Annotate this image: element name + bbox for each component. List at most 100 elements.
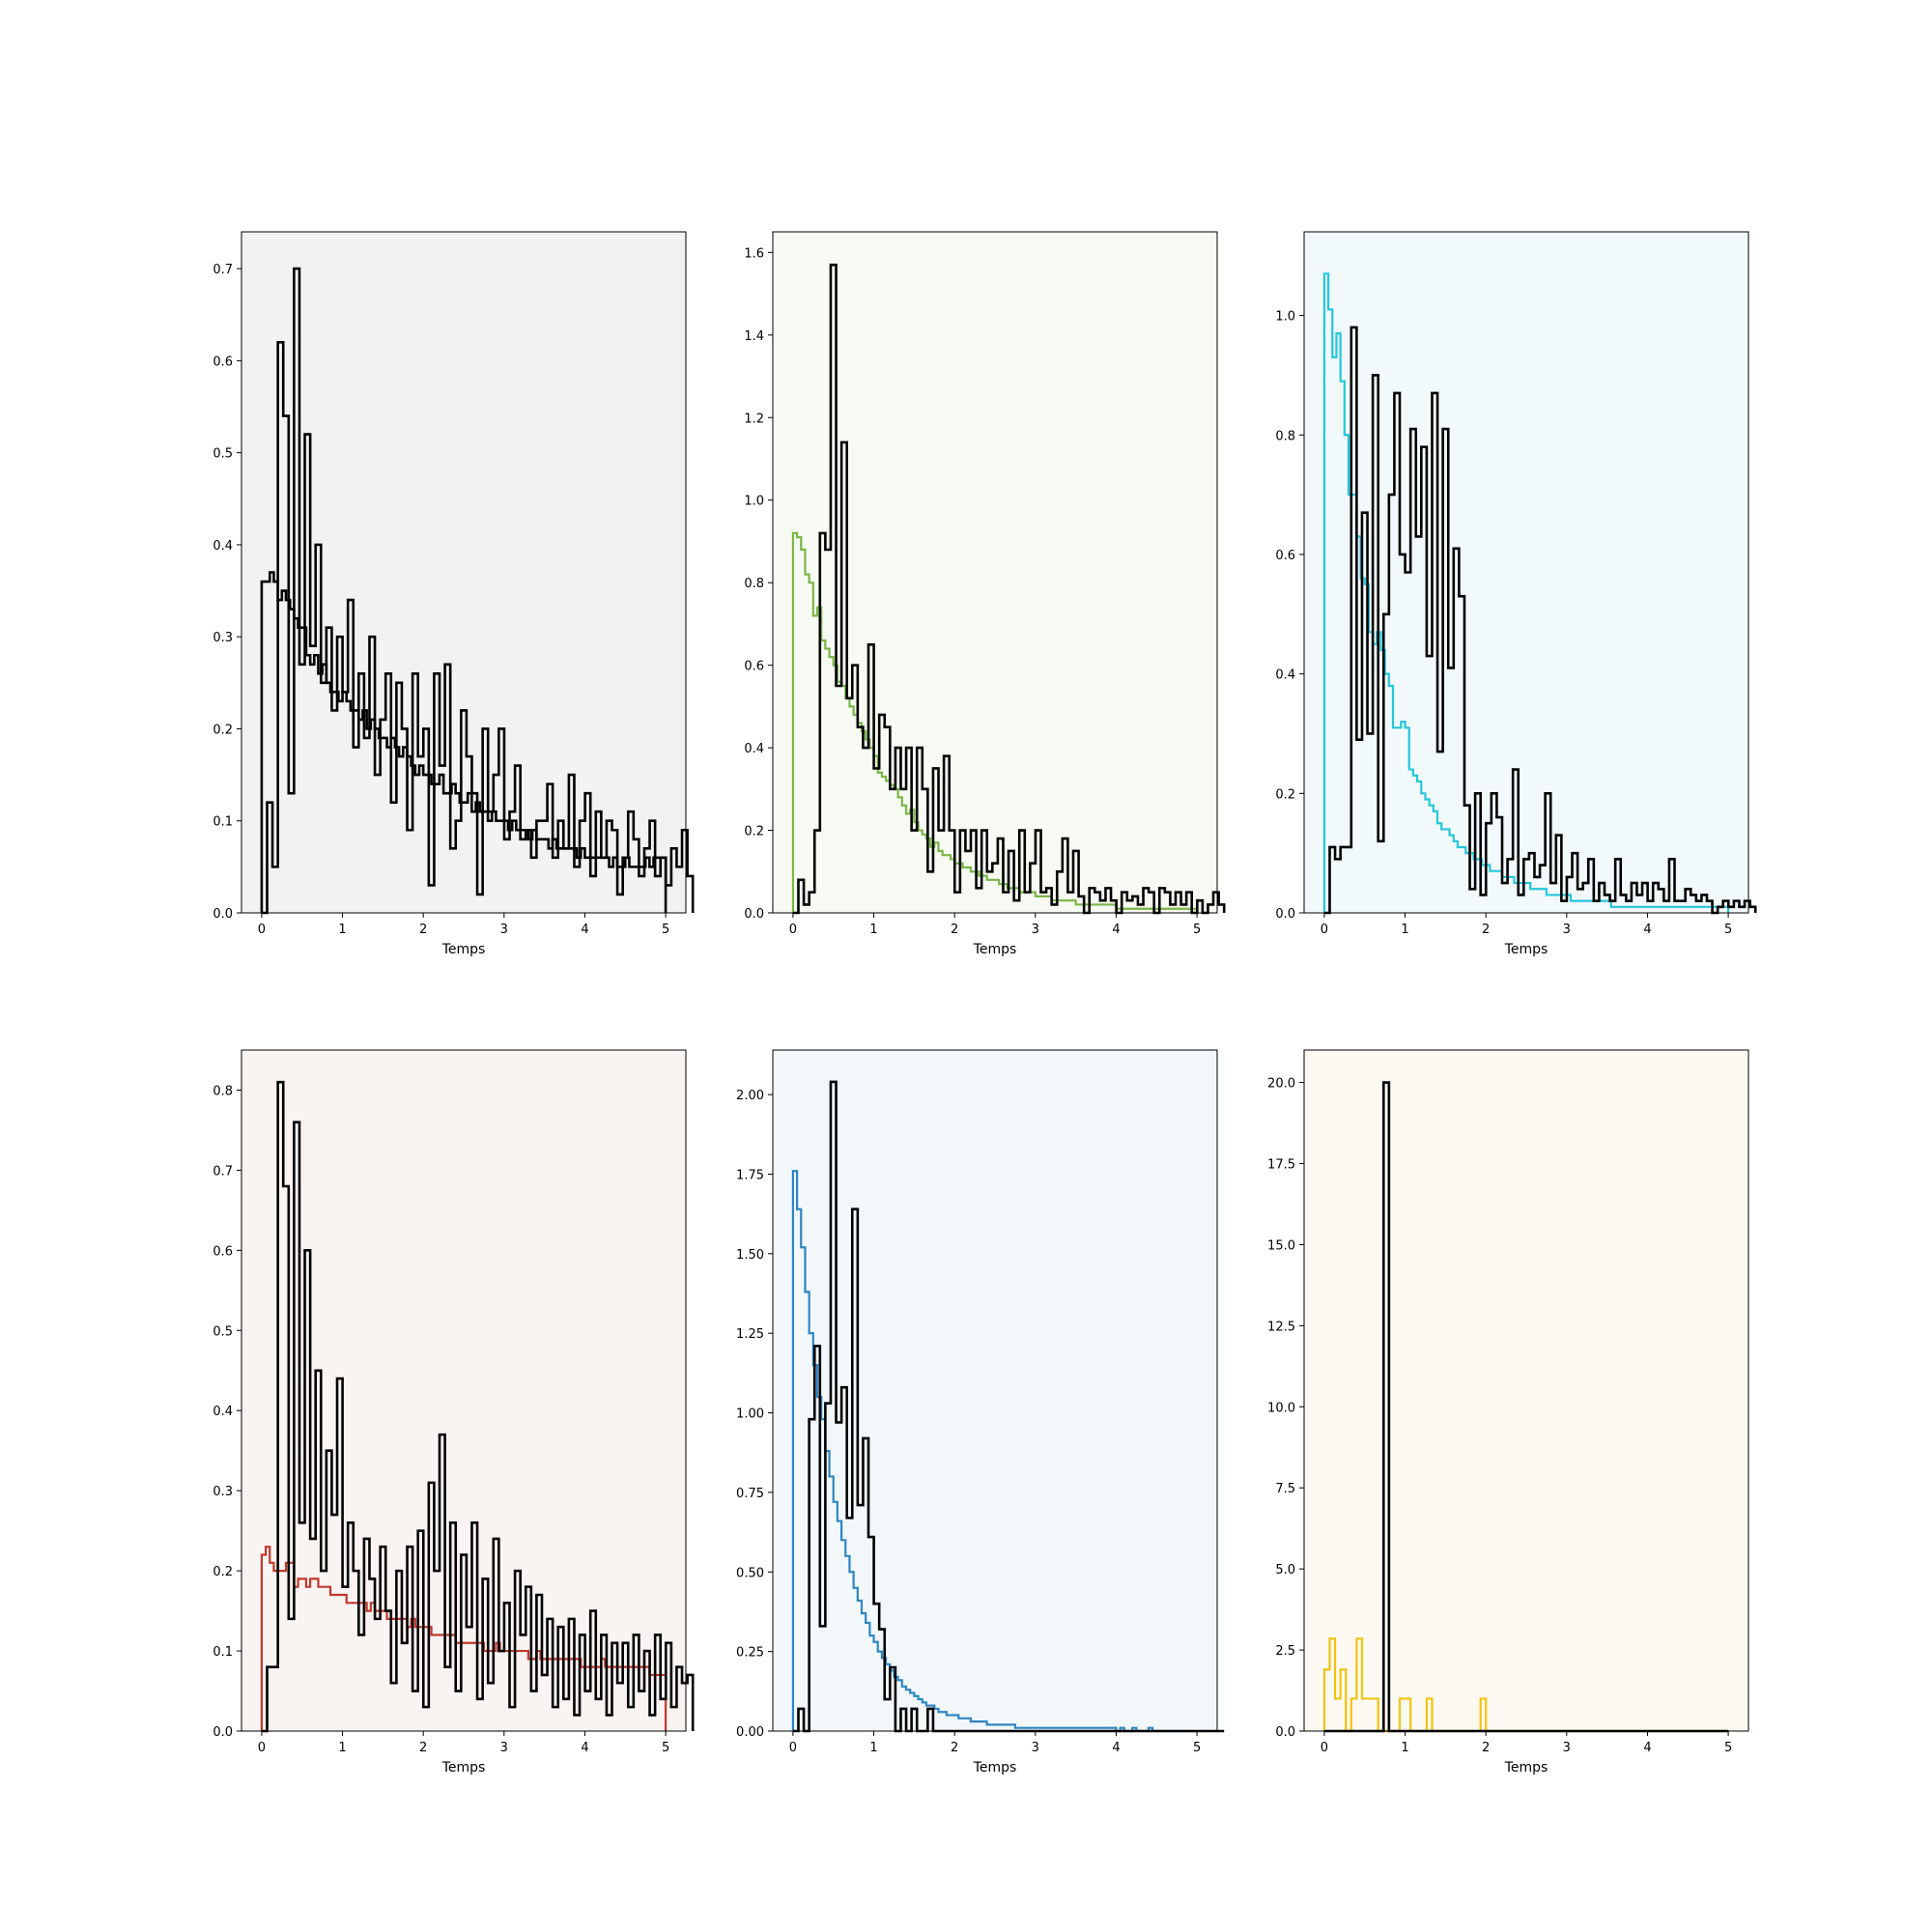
x-tick-label: 0	[789, 1741, 797, 1755]
y-tick-label: 0.3	[213, 631, 233, 645]
x-axis-label: Temps	[441, 1760, 486, 1776]
axes-frame	[1303, 1049, 1749, 1732]
y-tick-label: 17.5	[1267, 1158, 1295, 1173]
x-tick-label: 4	[1112, 1741, 1120, 1755]
y-tick-label: 7.5	[1275, 1482, 1295, 1496]
series-1-step-outline	[791, 531, 1199, 913]
x-tick-label: 2	[1482, 1741, 1490, 1755]
x-tick-label: 4	[1643, 923, 1651, 937]
y-tick-label: 0.0	[213, 907, 233, 922]
y-tick-label: 0.8	[213, 1084, 233, 1098]
y-tick-label: 1.0	[1275, 310, 1295, 325]
x-tick-label: 4	[581, 1741, 588, 1755]
subplot-5: 0 1 2 3 4 5 0.00 0.25 0.50 0.75 1.00 1.25 1.50 1.75 2.…	[736, 1049, 1225, 1776]
y-tick-label: 0.75	[736, 1487, 764, 1501]
y-tick-label: 0.25	[736, 1646, 764, 1661]
y-tick-label: 0.6	[213, 1244, 233, 1259]
y-tick-label: 1.75	[736, 1168, 764, 1182]
y-tick-label: 0.4	[744, 742, 764, 756]
y-tick-label: 2.5	[1275, 1644, 1295, 1659]
y-tick-label: 0.4	[213, 539, 233, 554]
y-tick-label: 0.2	[213, 723, 233, 737]
x-tick-label: 3	[1563, 1741, 1571, 1755]
x-tick-label: 2	[1482, 923, 1490, 937]
x-tick-label: 5	[1193, 923, 1201, 937]
x-tick-label: 5	[1724, 1741, 1732, 1755]
y-tick-label: 20.0	[1267, 1077, 1295, 1092]
x-tick-label: 2	[419, 923, 427, 937]
y-tick-label: 0.4	[213, 1405, 233, 1419]
plot-background	[1304, 232, 1748, 913]
axes-frame	[1303, 231, 1749, 914]
x-tick-label: 2	[951, 923, 958, 937]
x-tick-label: 1	[1401, 1741, 1408, 1755]
plot-background	[773, 1050, 1217, 1731]
axes-frame	[241, 1049, 687, 1732]
x-tick-label: 2	[951, 1741, 958, 1755]
x-tick-label: 2	[419, 1741, 427, 1755]
axes-frame	[772, 231, 1218, 914]
y-tick-label: 0.0	[1275, 907, 1295, 922]
y-tick-label: 0.8	[744, 577, 764, 591]
y-tick-label: 1.6	[744, 246, 764, 261]
y-tick-label: 1.25	[736, 1327, 764, 1342]
x-tick-label: 0	[789, 923, 797, 937]
x-tick-label: 0	[1321, 923, 1328, 937]
plot-background	[242, 232, 686, 913]
x-tick-label: 1	[869, 1741, 877, 1755]
series-2-step-outline	[1323, 326, 1757, 915]
x-tick-label: 4	[581, 923, 588, 937]
y-tick-label: 0.1	[213, 815, 233, 830]
y-tick-label: 1.50	[736, 1248, 764, 1263]
y-tick-label: 0.4	[1275, 668, 1295, 683]
x-tick-label: 1	[869, 923, 877, 937]
y-tick-label: 1.00	[736, 1407, 764, 1422]
y-tick-label: 0.2	[744, 825, 764, 839]
series-2-step-outline	[261, 267, 695, 915]
x-tick-label: 1	[1401, 923, 1408, 937]
x-tick-label: 0	[1321, 1741, 1328, 1755]
y-tick-label: 0.1	[213, 1645, 233, 1660]
y-tick-label: 5.0	[1275, 1563, 1295, 1577]
plot-background	[242, 1050, 686, 1731]
x-tick-label: 3	[500, 923, 508, 937]
x-axis-label: Temps	[1504, 1760, 1548, 1776]
x-axis-label: Temps	[973, 942, 1017, 957]
y-tick-label: 0.50	[736, 1566, 764, 1580]
subplot-4: 0 1 2 3 4 5 0.0 0.1 0.2 0.3 0.4 0.5 0.6 0.7 0.8 Temps	[213, 1049, 695, 1776]
subplot-1: 0 1 2 3 4 5 0.0 0.1 0.2 0.3 0.4 0.5 0.6 0.7 Temps	[213, 231, 695, 957]
y-tick-label: 0.0	[1275, 1725, 1295, 1740]
y-tick-label: 10.0	[1267, 1401, 1295, 1415]
x-axis-label: Temps	[441, 942, 486, 957]
y-tick-label: 0.6	[213, 355, 233, 369]
x-tick-label: 1	[338, 1741, 346, 1755]
subplot-2: 0 1 2 3 4 5 0.0 0.2 0.4 0.6 0.8 1.0 1.2 1.4 1.6 Temps	[744, 231, 1226, 957]
subplot-3: 0 1 2 3 4 5 0.0 0.2 0.4 0.6 0.8 1.0 Temps	[1275, 231, 1757, 957]
y-tick-label: 0.8	[1275, 429, 1295, 443]
x-tick-label: 1	[338, 923, 346, 937]
y-tick-label: 0.6	[1275, 549, 1295, 563]
x-tick-label: 5	[1193, 1741, 1201, 1755]
y-tick-label: 0.5	[213, 447, 233, 462]
y-tick-label: 0.0	[744, 907, 764, 922]
x-axis-label: Temps	[1504, 942, 1548, 957]
x-tick-label: 0	[258, 1741, 266, 1755]
axes-frame	[772, 1049, 1218, 1732]
y-tick-label: 15.0	[1267, 1238, 1295, 1253]
x-tick-label: 3	[500, 1741, 508, 1755]
y-tick-label: 0.7	[213, 1164, 233, 1179]
x-tick-label: 5	[1724, 923, 1732, 937]
x-axis-label: Temps	[973, 1760, 1017, 1776]
x-tick-label: 3	[1563, 923, 1571, 937]
y-tick-label: 0.7	[213, 263, 233, 277]
series-2-step-outline	[792, 263, 1226, 915]
y-tick-label: 0.2	[1275, 787, 1295, 802]
y-tick-label: 12.5	[1267, 1320, 1295, 1334]
y-tick-label: 0.6	[744, 660, 764, 674]
plot-background	[1304, 1050, 1748, 1731]
x-tick-label: 5	[662, 923, 669, 937]
series-2-step-outline	[261, 1080, 695, 1733]
y-tick-label: 1.4	[744, 329, 764, 344]
y-tick-label: 0.5	[213, 1324, 233, 1339]
